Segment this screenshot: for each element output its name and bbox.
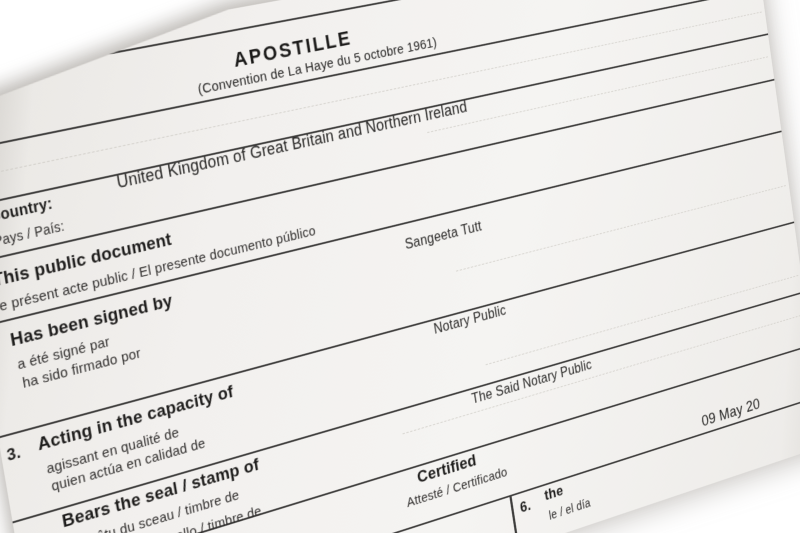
- signed-by-value: Sangeeta Tutt: [404, 219, 483, 253]
- country-value: United Kingdom of Great Britain and Nort…: [115, 97, 469, 192]
- cell-divider: [509, 496, 519, 533]
- paper-shadow: APOSTILLE (Convention de La Haye du 5 oc…: [0, 63, 800, 533]
- faint-line: [486, 275, 799, 365]
- date-label: the: [543, 481, 565, 504]
- item-number-3: 3.: [5, 442, 22, 465]
- item-number-6: 6.: [518, 496, 532, 517]
- date-value: 09 May 20: [700, 395, 762, 431]
